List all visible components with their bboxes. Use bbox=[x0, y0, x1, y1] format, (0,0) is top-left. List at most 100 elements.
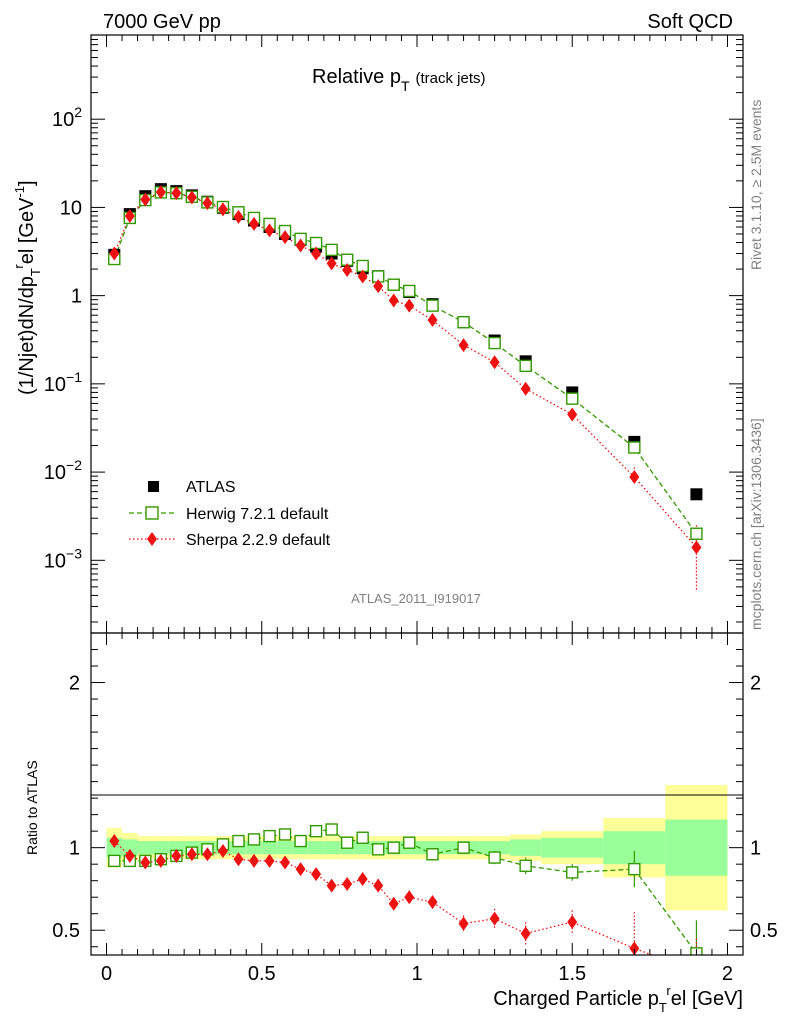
herwig-ratio-point bbox=[457, 841, 470, 854]
ratio-bands-layer bbox=[106, 784, 728, 911]
sherpa-point bbox=[458, 338, 469, 353]
ratio-band-inner bbox=[323, 841, 340, 855]
sherpa-ratio-point bbox=[124, 848, 135, 863]
main-y-tick-label: 102 bbox=[52, 104, 82, 131]
legend: ATLAS Herwig 7.2.1 default Sherpa 2.2.9 … bbox=[129, 479, 331, 549]
sherpa-ratio-point bbox=[567, 914, 578, 929]
sherpa-ratio-point bbox=[691, 965, 701, 979]
sherpa-ratio-point bbox=[342, 876, 353, 891]
sherpa-ratio-point bbox=[388, 896, 399, 911]
sherpa-ratio-point bbox=[280, 855, 291, 870]
sherpa-point bbox=[202, 196, 213, 211]
sherpa-point bbox=[249, 216, 259, 231]
herwig-ratio-point bbox=[488, 851, 501, 864]
sherpa-point bbox=[489, 355, 500, 370]
legend-sherpa-marker bbox=[147, 532, 157, 546]
main-y-tick-label: 10 bbox=[60, 197, 82, 219]
sherpa-ratio-point bbox=[489, 911, 500, 926]
herwig-point bbox=[457, 315, 470, 329]
ratio-band-inner bbox=[510, 839, 542, 856]
sherpa-point bbox=[171, 186, 182, 201]
sherpa-ratio-point bbox=[427, 895, 438, 910]
herwig-ratio-point bbox=[340, 836, 354, 849]
sherpa-ratio-point bbox=[404, 890, 415, 905]
sherpa-ratio-point bbox=[186, 847, 197, 862]
ratio-band-inner bbox=[354, 841, 371, 855]
herwig-ratio-point bbox=[371, 843, 385, 856]
main-y-axis-label: (1/Njet)dN/dpTrel [GeV-1] bbox=[11, 180, 43, 395]
sherpa-point bbox=[140, 192, 151, 207]
herwig-ratio-point bbox=[356, 831, 369, 844]
herwig-ratio-point bbox=[247, 833, 261, 846]
ratio-band-inner bbox=[277, 841, 293, 855]
sherpa-ratio-point bbox=[249, 853, 259, 868]
header-right: Soft QCD bbox=[647, 11, 733, 33]
ratio-y-axis-label: Ratio to ATLAS bbox=[24, 760, 40, 855]
main-y-tick-labels: 10−3 10−2 10−1 1 10 102 bbox=[44, 104, 82, 572]
ratio-tick-labels: 0 0.5 1 1.5 2 0.5 0.5 1 1 2 2 bbox=[52, 673, 778, 985]
sherpa-point bbox=[691, 540, 702, 555]
herwig-ratio-point bbox=[309, 824, 323, 838]
sherpa-ratio-point bbox=[295, 862, 306, 877]
x-tick-label: 0.5 bbox=[248, 963, 276, 985]
main-panel: 10−3 10−2 10−1 1 10 102 Relative pT (track jet… bbox=[11, 34, 744, 634]
atlas-point bbox=[690, 488, 703, 501]
ratio-band-inner bbox=[479, 841, 511, 855]
sherpa-point bbox=[124, 208, 135, 223]
main-y-ticks bbox=[91, 34, 743, 623]
herwig-ratio-point bbox=[426, 848, 439, 861]
sherpa-point bbox=[388, 293, 399, 308]
herwig-point bbox=[566, 392, 579, 405]
analysis-id: ATLAS_2011_I919017 bbox=[351, 591, 481, 606]
sherpa-ratio-point bbox=[264, 853, 275, 868]
herwig-ratio-point bbox=[628, 862, 641, 876]
main-y-tick-label: 10−1 bbox=[44, 369, 82, 396]
sherpa-point bbox=[357, 269, 368, 284]
legend-herwig-marker bbox=[145, 506, 159, 520]
sherpa-ratio-point bbox=[217, 843, 228, 858]
main-x-ticks bbox=[106, 35, 728, 633]
sherpa-point bbox=[233, 209, 244, 224]
sherpa-point bbox=[311, 246, 322, 261]
ratio-y-tick-label-left: 1 bbox=[69, 838, 80, 860]
herwig-point bbox=[628, 441, 641, 454]
ratio-x-ticks bbox=[106, 633, 728, 955]
ratio-y-tick-label-right: 0.5 bbox=[750, 920, 778, 942]
sherpa-ratio-point bbox=[357, 872, 368, 887]
sherpa-ratio-point bbox=[109, 834, 120, 849]
herwig-point bbox=[325, 243, 338, 257]
herwig-ratio-point bbox=[232, 834, 245, 848]
sherpa-ratio-point bbox=[171, 848, 182, 863]
herwig-point bbox=[426, 299, 439, 312]
main-y-tick-label: 1 bbox=[71, 286, 82, 308]
main-series-layer bbox=[108, 183, 703, 591]
header-left: 7000 GeV pp bbox=[103, 11, 221, 33]
ratio-band-inner bbox=[122, 839, 138, 856]
x-tick-label: 0 bbox=[101, 963, 112, 985]
sherpa-point bbox=[155, 185, 166, 200]
plot-title: Relative pT (track jets) bbox=[312, 66, 486, 94]
sherpa-ratio-point bbox=[311, 867, 322, 882]
sherpa-point bbox=[520, 381, 531, 396]
sherpa-point bbox=[295, 238, 306, 253]
sherpa-ratio-point bbox=[373, 878, 384, 893]
ratio-band-inner bbox=[153, 841, 169, 855]
x-tick-label: 2 bbox=[722, 963, 733, 985]
herwig-ratio-point bbox=[387, 841, 400, 854]
herwig-ratio-point bbox=[403, 836, 416, 849]
sherpa-ratio-point bbox=[155, 853, 166, 868]
ratio-series-layer bbox=[108, 823, 703, 979]
x-tick-label: 1.5 bbox=[558, 963, 586, 985]
ratio-plot-frame bbox=[90, 632, 744, 956]
ratio-series-clipped bbox=[108, 823, 703, 979]
ratio-band-inner bbox=[665, 819, 728, 876]
herwig-ratio-point bbox=[566, 866, 579, 879]
ratio-y-tick-label-left: 2 bbox=[69, 673, 80, 695]
sherpa-ratio-point bbox=[233, 852, 244, 867]
sherpa-point bbox=[109, 246, 120, 261]
sherpa-ratio-point bbox=[326, 878, 337, 893]
sherpa-point bbox=[629, 469, 640, 484]
ratio-band-inner bbox=[261, 841, 278, 855]
sherpa-ratio-point bbox=[520, 926, 531, 941]
